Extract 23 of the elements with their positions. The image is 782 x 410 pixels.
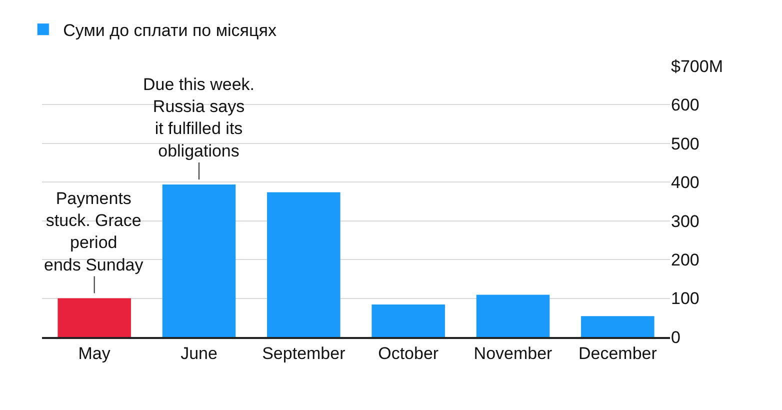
x-tick-label: June: [180, 344, 218, 364]
x-tick-label: December: [578, 344, 658, 364]
bar: [476, 294, 550, 337]
y-tick-label: 400: [671, 173, 700, 192]
y-tick-label: 0: [671, 328, 680, 347]
y-tick-label: $700M: [671, 56, 723, 76]
annotation: Payments stuck. Grace period ends Sunday: [44, 189, 144, 274]
y-tick-label: 100: [671, 289, 700, 308]
bar: [372, 304, 445, 337]
bar: [58, 298, 131, 337]
y-tick-label: 300: [671, 212, 700, 231]
bar: [267, 192, 340, 337]
y-tick-label: 200: [671, 250, 700, 270]
bar: [581, 316, 654, 337]
legend-label: Суми до сплати по місяцях: [63, 20, 277, 40]
x-tick-label: September: [262, 344, 346, 364]
y-tick-label: 600: [671, 96, 700, 115]
y-tick-label: 500: [671, 134, 700, 154]
x-tick-label: November: [474, 344, 553, 364]
annotation: Due this week. Russia says it fulfilled its obligations: [143, 75, 254, 160]
x-tick-label: May: [78, 344, 111, 364]
bar: [162, 184, 236, 337]
x-tick-label: October: [378, 344, 439, 364]
